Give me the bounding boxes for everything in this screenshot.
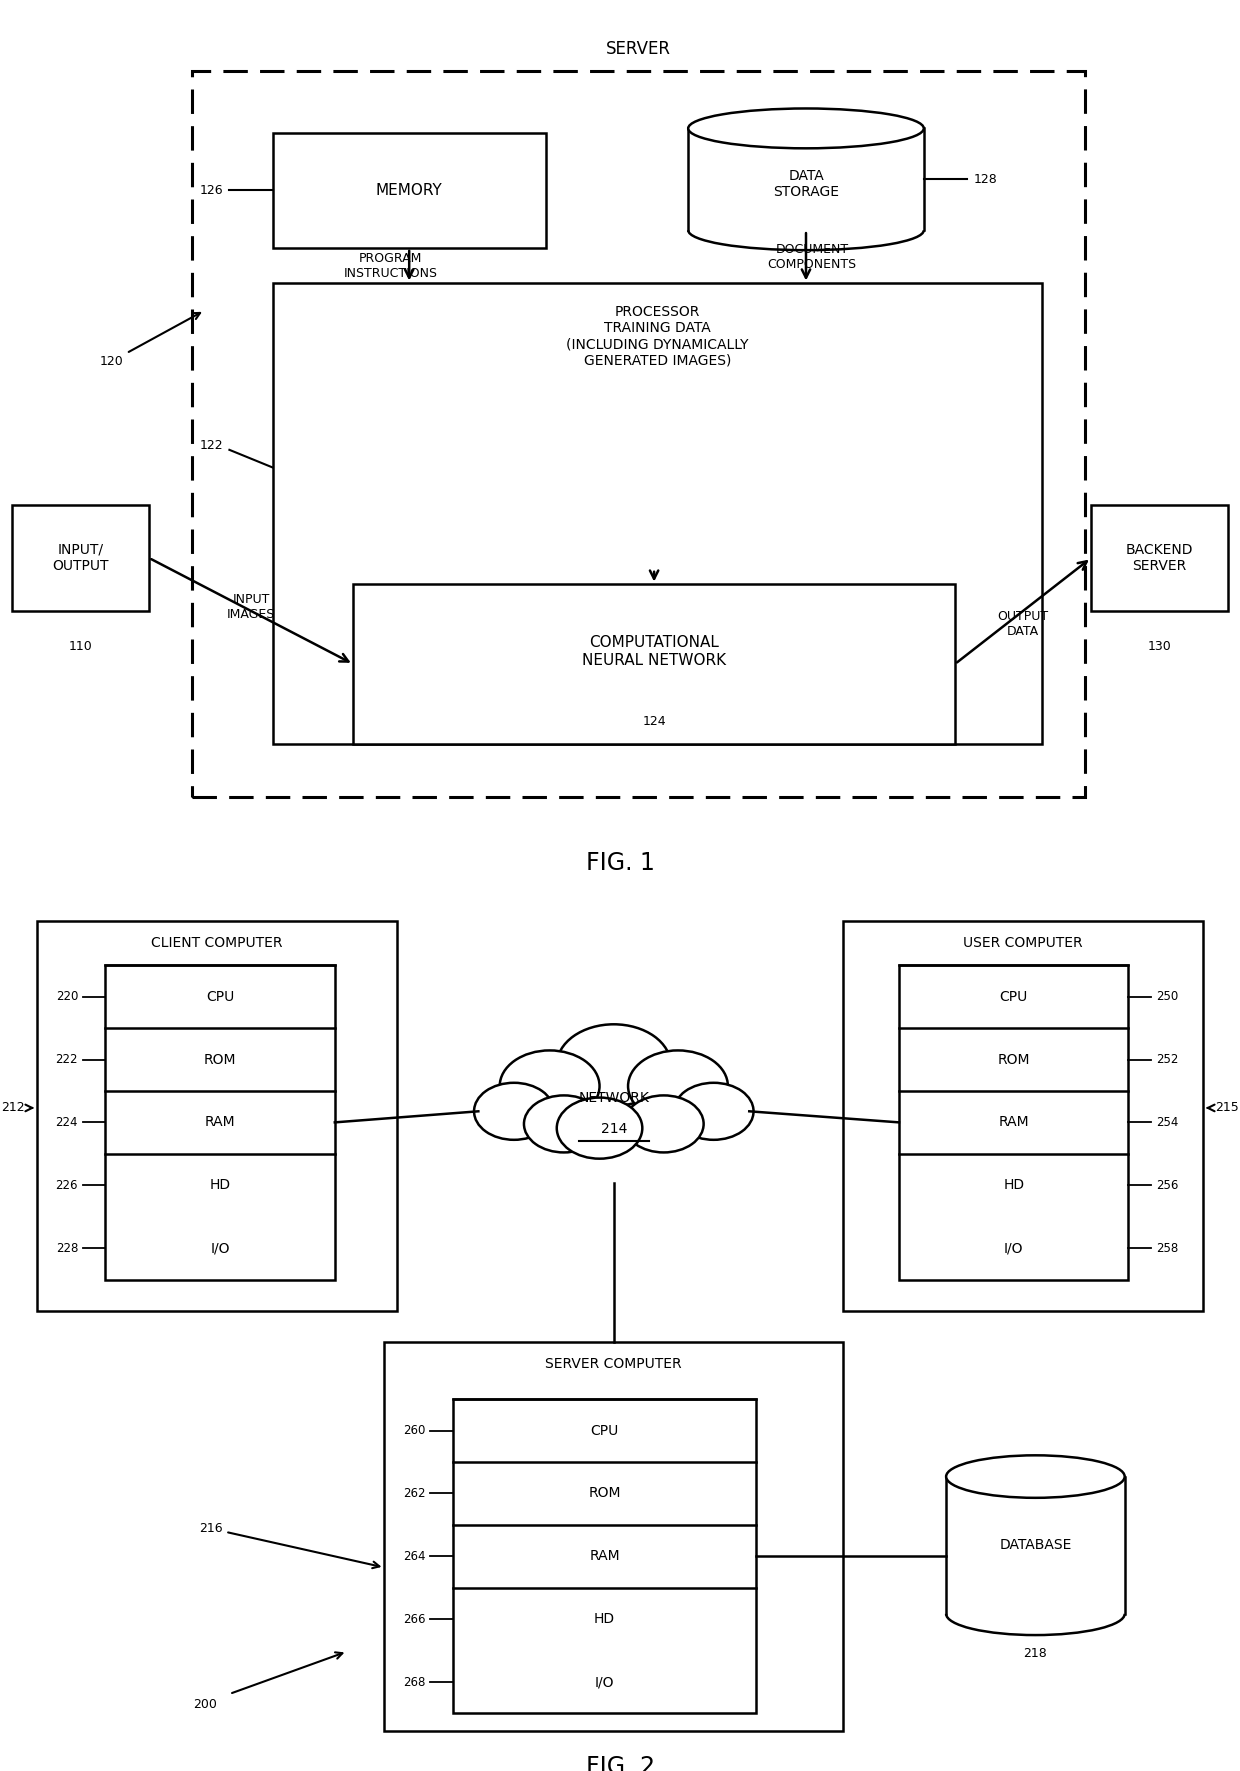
Text: PROCESSOR
TRAINING DATA
(INCLUDING DYNAMICALLY
GENERATED IMAGES): PROCESSOR TRAINING DATA (INCLUDING DYNAM… bbox=[565, 305, 749, 368]
Text: INPUT
IMAGES: INPUT IMAGES bbox=[227, 593, 275, 620]
Text: 222: 222 bbox=[56, 1054, 78, 1066]
Text: 220: 220 bbox=[56, 990, 78, 1002]
Text: SERVER COMPUTER: SERVER COMPUTER bbox=[546, 1357, 682, 1371]
Circle shape bbox=[627, 1050, 728, 1121]
Text: 260: 260 bbox=[403, 1424, 425, 1436]
Text: 226: 226 bbox=[56, 1179, 78, 1192]
Text: 264: 264 bbox=[403, 1550, 425, 1562]
Text: DATA
STORAGE: DATA STORAGE bbox=[773, 168, 839, 198]
Text: 200: 200 bbox=[192, 1698, 217, 1711]
Text: CPU: CPU bbox=[590, 1424, 619, 1438]
Text: BACKEND
SERVER: BACKEND SERVER bbox=[1126, 542, 1193, 574]
Text: I/O: I/O bbox=[211, 1241, 229, 1256]
Text: 122: 122 bbox=[200, 439, 223, 452]
Text: 254: 254 bbox=[1156, 1116, 1178, 1128]
Text: 250: 250 bbox=[1156, 990, 1178, 1002]
Bar bbox=[105, 965, 335, 1279]
Text: NETWORK: NETWORK bbox=[578, 1091, 650, 1105]
Bar bbox=[273, 283, 1042, 744]
Text: 214: 214 bbox=[600, 1123, 627, 1135]
Text: PROGRAM
INSTRUCTIONS: PROGRAM INSTRUCTIONS bbox=[343, 251, 438, 280]
Circle shape bbox=[557, 1098, 642, 1158]
Text: ROM: ROM bbox=[588, 1486, 621, 1500]
Text: FIG. 1: FIG. 1 bbox=[585, 852, 655, 875]
Text: 130: 130 bbox=[1147, 639, 1172, 653]
Text: RAM: RAM bbox=[998, 1116, 1029, 1130]
Text: USER COMPUTER: USER COMPUTER bbox=[963, 937, 1083, 949]
Circle shape bbox=[474, 1082, 554, 1141]
Text: 216: 216 bbox=[198, 1521, 379, 1567]
Text: RAM: RAM bbox=[589, 1550, 620, 1564]
Text: ROM: ROM bbox=[203, 1052, 237, 1066]
Text: 212: 212 bbox=[1, 1102, 32, 1114]
Bar bbox=[273, 133, 546, 248]
Text: 252: 252 bbox=[1156, 1054, 1178, 1066]
Text: 215: 215 bbox=[1208, 1102, 1239, 1114]
Circle shape bbox=[500, 1050, 600, 1121]
Text: INPUT/
OUTPUT: INPUT/ OUTPUT bbox=[52, 542, 109, 574]
Bar bbox=[1091, 505, 1228, 611]
Text: COMPUTATIONAL
NEURAL NETWORK: COMPUTATIONAL NEURAL NETWORK bbox=[582, 636, 727, 668]
Text: MEMORY: MEMORY bbox=[376, 182, 443, 198]
Text: 256: 256 bbox=[1156, 1179, 1178, 1192]
Text: HD: HD bbox=[1003, 1178, 1024, 1192]
Text: DATABASE: DATABASE bbox=[999, 1539, 1071, 1551]
Text: RAM: RAM bbox=[205, 1116, 236, 1130]
Ellipse shape bbox=[688, 108, 924, 149]
Text: 126: 126 bbox=[200, 184, 223, 197]
Circle shape bbox=[557, 1024, 671, 1105]
Text: I/O: I/O bbox=[595, 1675, 614, 1690]
Text: OUTPUT
DATA: OUTPUT DATA bbox=[997, 611, 1049, 638]
Text: CPU: CPU bbox=[206, 990, 234, 1004]
Bar bbox=[12, 505, 149, 611]
Text: 266: 266 bbox=[403, 1613, 425, 1626]
Text: 268: 268 bbox=[403, 1675, 425, 1688]
Text: 218: 218 bbox=[1023, 1647, 1048, 1659]
Circle shape bbox=[525, 1096, 604, 1153]
Text: 124: 124 bbox=[642, 715, 666, 728]
Text: ROM: ROM bbox=[997, 1052, 1030, 1066]
Circle shape bbox=[624, 1096, 703, 1153]
Circle shape bbox=[673, 1082, 754, 1141]
Text: HD: HD bbox=[210, 1178, 231, 1192]
Text: DOCUMENT
COMPONENTS: DOCUMENT COMPONENTS bbox=[768, 243, 857, 271]
Text: 224: 224 bbox=[56, 1116, 78, 1128]
Text: CPU: CPU bbox=[999, 990, 1028, 1004]
Text: 120: 120 bbox=[99, 313, 200, 368]
Text: 128: 128 bbox=[973, 174, 997, 186]
Ellipse shape bbox=[946, 1456, 1125, 1498]
Text: CLIENT COMPUTER: CLIENT COMPUTER bbox=[151, 937, 283, 949]
Text: HD: HD bbox=[594, 1612, 615, 1626]
Bar bbox=[843, 921, 1203, 1311]
Text: 262: 262 bbox=[403, 1488, 425, 1500]
Text: 258: 258 bbox=[1156, 1241, 1178, 1254]
Bar bbox=[37, 921, 397, 1311]
Text: FIG. 2: FIG. 2 bbox=[585, 1755, 655, 1771]
Text: SERVER: SERVER bbox=[606, 39, 671, 58]
Bar bbox=[899, 965, 1128, 1279]
Bar bbox=[384, 1342, 843, 1732]
Text: I/O: I/O bbox=[1004, 1241, 1023, 1256]
Bar bbox=[353, 584, 955, 744]
Text: 228: 228 bbox=[56, 1241, 78, 1254]
Text: 110: 110 bbox=[68, 639, 93, 653]
Bar bbox=[453, 1399, 756, 1714]
Bar bbox=[192, 71, 1085, 797]
